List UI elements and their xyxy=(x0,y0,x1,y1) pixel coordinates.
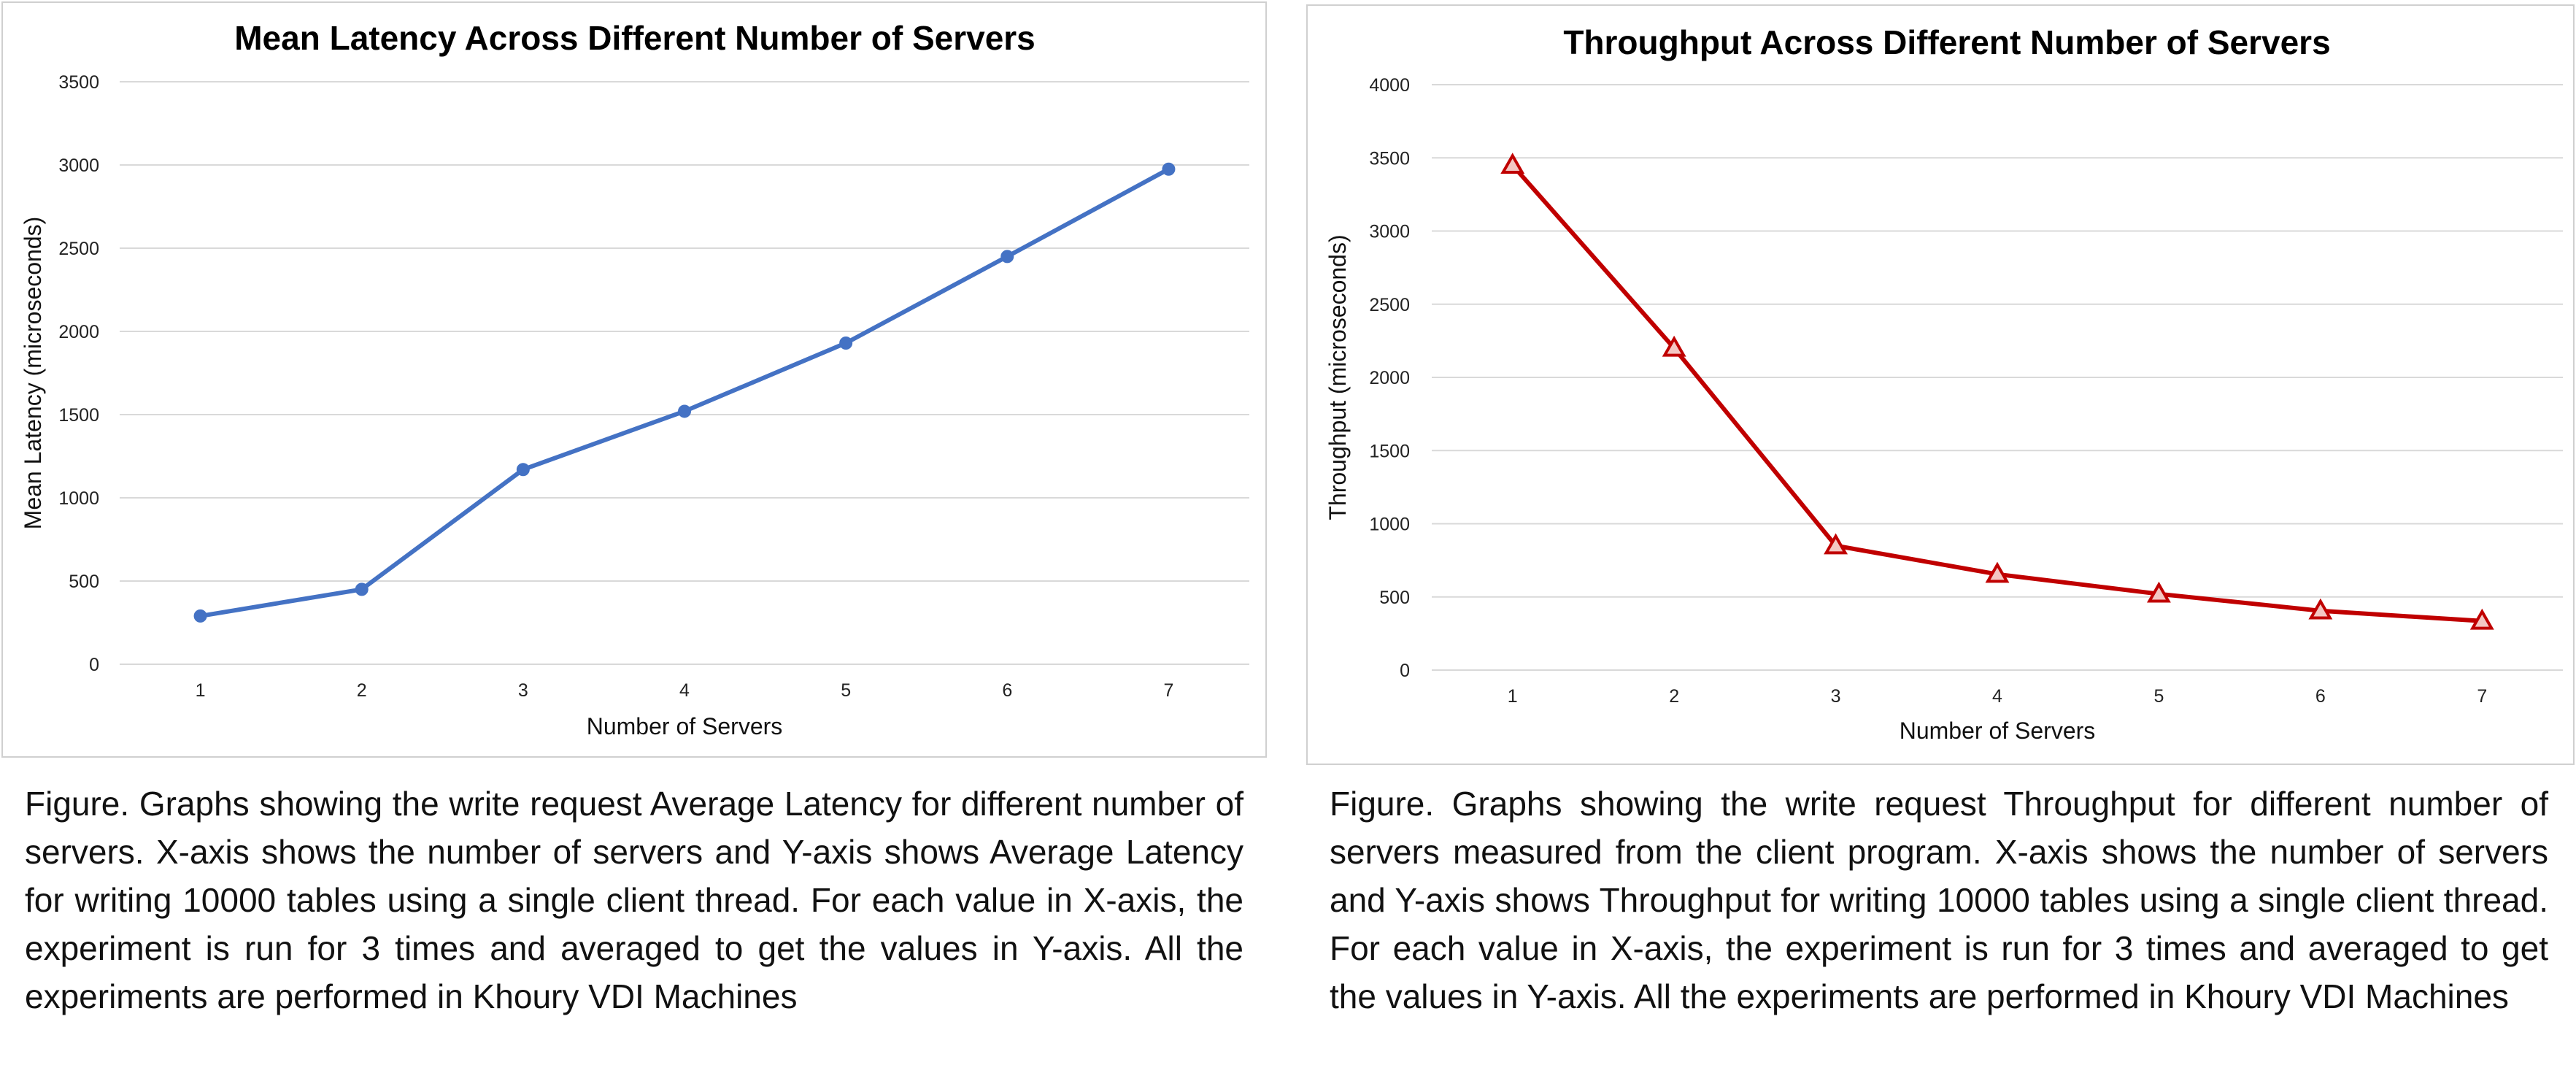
chart0-data-point xyxy=(839,336,853,350)
chart1-data-point xyxy=(1824,533,1848,555)
chart0-x-tick-label: 2 xyxy=(357,680,367,701)
chart0-x-tick-label: 6 xyxy=(1002,680,1012,701)
chart0-y-tick-label: 3500 xyxy=(58,72,99,93)
chart1-x-tick-label: 2 xyxy=(1669,686,1679,707)
chart0-y-tick-label: 0 xyxy=(89,655,99,675)
chart1-data-point xyxy=(2469,608,2494,630)
chart0-data-point xyxy=(678,404,691,418)
chart1-y-tick-label: 0 xyxy=(1400,661,1410,681)
chart0-x-tick-label: 1 xyxy=(196,680,206,701)
chart0-series-line xyxy=(198,166,1171,618)
latency-chart-panel: Mean Latency Across Different Number of … xyxy=(1,1,1267,758)
chart1-data-point xyxy=(1985,561,2010,583)
chart1-data-point xyxy=(2308,598,2333,620)
chart1-y-tick-label: 2000 xyxy=(1369,368,1410,388)
throughput-figure-caption: Figure. Graphs showing the write request… xyxy=(1330,785,2548,1015)
chart1-y-tick-label: 2500 xyxy=(1369,295,1410,315)
chart1-y-tick-label: 500 xyxy=(1379,588,1410,608)
chart0-x-axis-title: Number of Servers xyxy=(587,713,783,739)
chart0-y-tick-label: 2000 xyxy=(58,322,99,342)
chart0-y-tick-label: 500 xyxy=(69,572,99,592)
chart0-y-tick-label: 1000 xyxy=(58,488,99,509)
chart0-y-tick-label: 2500 xyxy=(58,239,99,259)
chart1-data-point xyxy=(1662,335,1686,357)
chart1-x-tick-label: 6 xyxy=(2315,686,2326,707)
chart0-x-tick-label: 3 xyxy=(518,680,528,701)
chart0-data-point xyxy=(516,463,530,477)
latency-figure-caption: Figure. Graphs showing the write request… xyxy=(25,785,1243,1015)
chart0-x-tick-label: 5 xyxy=(841,680,851,701)
throughput-chart-panel: Throughput Across Different Number of Se… xyxy=(1306,4,2575,765)
chart1-x-tick-label: 1 xyxy=(1508,686,1518,707)
chart1-y-tick-label: 1500 xyxy=(1369,441,1410,461)
chart0-y-axis-title: Mean Latency (microseconds) xyxy=(20,217,46,530)
chart0-data-point xyxy=(355,582,369,596)
chart0-data-point xyxy=(1000,250,1014,264)
chart0-title: Mean Latency Across Different Number of … xyxy=(234,19,1036,57)
chart1-x-tick-label: 3 xyxy=(1831,686,1841,707)
chart1-x-tick-label: 5 xyxy=(2153,686,2164,707)
chart1-series-line xyxy=(1510,163,2485,623)
chart1-x-tick-label: 4 xyxy=(1992,686,2002,707)
chart0-data-point xyxy=(193,609,207,623)
chart1-data-point xyxy=(1500,153,1525,174)
chart0-data-point xyxy=(1162,162,1176,176)
chart1-data-point xyxy=(2146,581,2171,603)
chart1-y-tick-label: 3500 xyxy=(1369,148,1410,169)
chart1-y-tick-label: 1000 xyxy=(1369,515,1410,535)
chart1-y-tick-label: 4000 xyxy=(1369,75,1410,96)
throughput-chart: Throughput Across Different Number of Se… xyxy=(1324,23,2563,744)
chart1-y-axis-title: Throughput (microseconds) xyxy=(1324,234,1351,520)
chart0-x-tick-label: 7 xyxy=(1163,680,1173,701)
chart1-title: Throughput Across Different Number of Se… xyxy=(1563,23,2330,61)
chart0-x-tick-label: 4 xyxy=(679,680,690,701)
chart0-y-tick-label: 3000 xyxy=(58,155,99,176)
chart1-x-tick-label: 7 xyxy=(2477,686,2487,707)
chart1-y-tick-label: 3000 xyxy=(1369,222,1410,242)
latency-chart: Mean Latency Across Different Number of … xyxy=(20,19,1249,739)
chart1-x-axis-title: Number of Servers xyxy=(1900,718,2096,744)
chart0-y-tick-label: 1500 xyxy=(58,405,99,426)
